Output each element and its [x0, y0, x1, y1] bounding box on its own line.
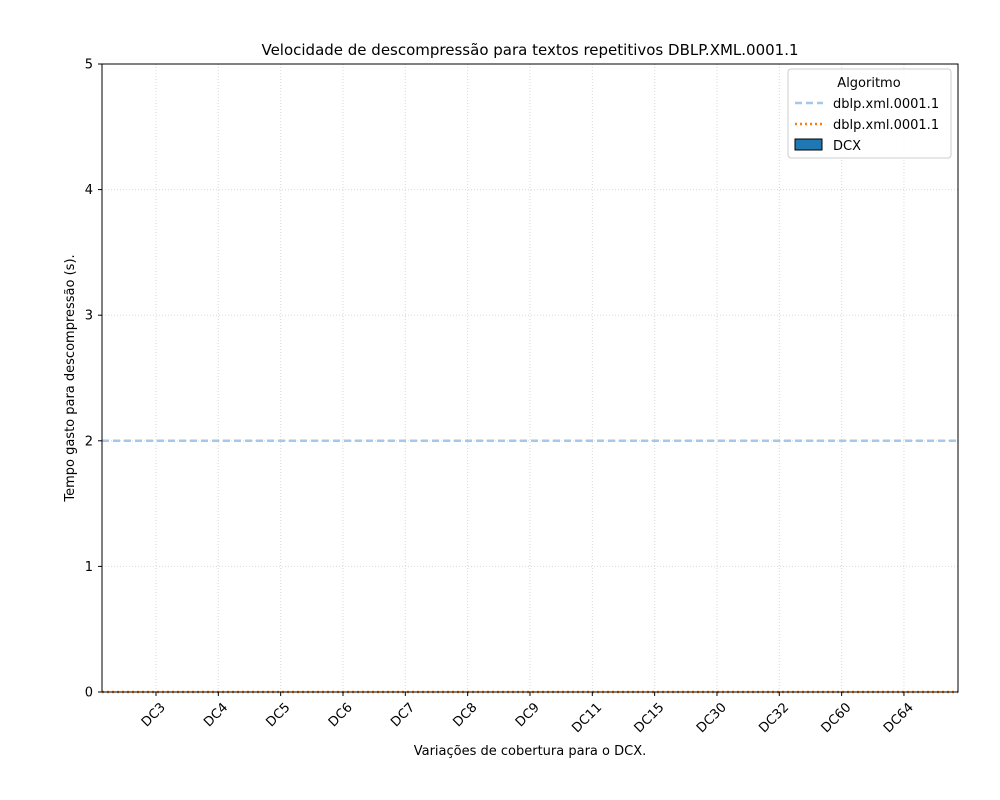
legend-box: [787, 68, 952, 159]
x-axis-ticks: DC3 DC4 DC5 DC6 DC7 DC8 DC9 DC11 DC15 DC30 DC32 DC6…: [139, 692, 917, 736]
x-tick-label: DC32: [756, 700, 792, 736]
y-tick-label: 0: [85, 686, 93, 701]
y-tick-label: 4: [85, 183, 93, 198]
x-tick-label: DC8: [451, 700, 481, 730]
x-tick-label: DC30: [694, 700, 730, 736]
y-axis-ticks: 0 1 2 3 4 5: [85, 58, 102, 701]
x-tick-label: DC15: [632, 700, 668, 736]
legend-title: Algoritmo: [837, 76, 900, 91]
y-tick-label: 2: [85, 434, 93, 449]
y-tick-label: 1: [85, 560, 93, 575]
x-tick-label: DC4: [201, 700, 231, 730]
x-tick-label: DC60: [819, 700, 855, 736]
x-tick-label: DC6: [326, 700, 356, 730]
legend-swatch-dcx: [794, 138, 823, 151]
legend-label-dcx: DCX: [833, 139, 861, 154]
x-tick-label: DC9: [513, 700, 543, 730]
x-tick-label: DC5: [264, 700, 294, 730]
y-axis-label: Tempo gasto para descompressão (s).: [63, 254, 78, 502]
x-tick-label: DC64: [881, 700, 917, 736]
chart-title: Velocidade de descompressão para textos …: [261, 41, 798, 59]
x-tick-label: DC3: [139, 700, 169, 730]
x-axis-label: Variações de cobertura para o DCX.: [414, 744, 647, 759]
x-tick-label: DC11: [569, 700, 605, 736]
x-tick-label: DC7: [388, 700, 418, 730]
legend-label-ref-1: dblp.xml.0001.1: [833, 97, 939, 112]
y-tick-label: 3: [85, 309, 93, 324]
y-tick-label: 5: [85, 58, 93, 73]
legend-label-ref-2: dblp.xml.0001.1: [833, 118, 939, 133]
legend: Algoritmo dblp.xml.0001.1 dblp.xml.0001.…: [787, 68, 952, 159]
